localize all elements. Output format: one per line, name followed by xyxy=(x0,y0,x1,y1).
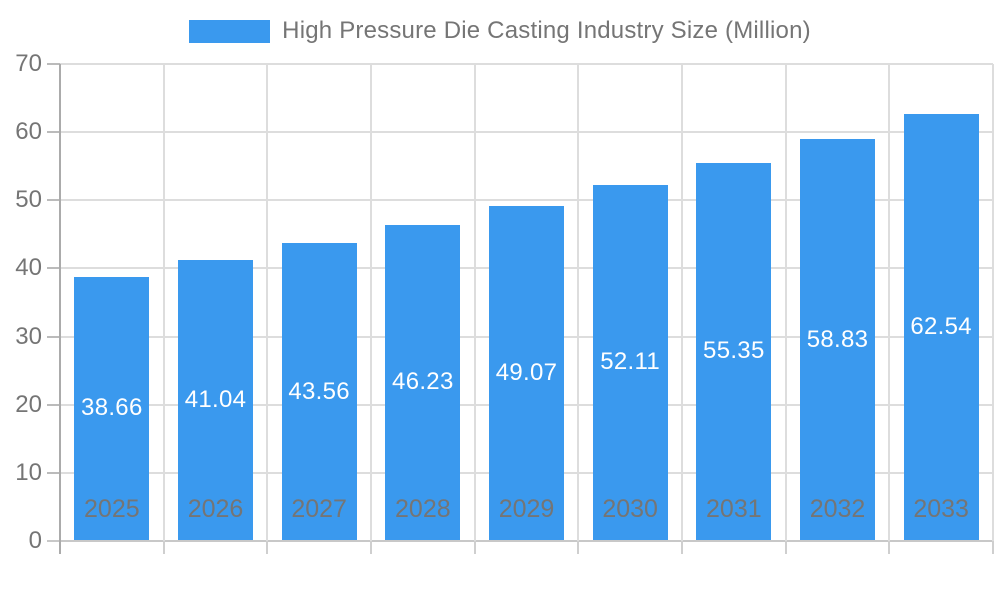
vertical-gridline xyxy=(992,64,994,541)
legend-swatch-icon xyxy=(189,19,271,43)
bar-2029[interactable]: 49.07 xyxy=(489,205,564,540)
vertical-gridline xyxy=(162,64,165,541)
y-axis-tick-label: 70 xyxy=(15,50,42,77)
y-axis-line xyxy=(59,64,61,554)
y-axis-tick xyxy=(47,335,60,338)
y-axis-tick-label: 40 xyxy=(15,254,42,282)
vertical-gridline xyxy=(266,64,269,541)
y-axis-tick xyxy=(47,403,60,406)
bar-value-label: 41.04 xyxy=(184,386,247,414)
x-axis-tick-label: 2031 xyxy=(706,495,762,523)
bar-value-label: 46.23 xyxy=(392,368,454,396)
y-axis-tick xyxy=(47,471,60,474)
x-axis-tick xyxy=(370,541,372,554)
x-axis-tick xyxy=(888,541,891,554)
bar-value-label: 62.54 xyxy=(910,312,972,340)
vertical-gridline xyxy=(577,64,580,541)
legend: High Pressure Die Casting Industry Size … xyxy=(0,17,1000,45)
x-axis-tick xyxy=(473,541,476,554)
x-axis-tick-label: 2030 xyxy=(602,495,658,523)
x-axis-tick-label: 2029 xyxy=(498,495,555,523)
bar-2033[interactable]: 62.54 xyxy=(903,113,979,540)
y-axis-tick xyxy=(47,131,60,134)
legend-label: High Pressure Die Casting Industry Size … xyxy=(282,17,811,44)
bar-value-label: 55.35 xyxy=(703,337,765,365)
y-axis-tick-label: 20 xyxy=(15,390,42,418)
plot-area: 38.66 41.04 43.56 46.23 49.07 52.11 55.35 58.83… xyxy=(47,63,994,554)
y-axis-tick-label: 0 xyxy=(28,527,42,554)
bar-value-label: 58.83 xyxy=(806,325,869,353)
x-axis-tick xyxy=(266,541,269,554)
vertical-gridline xyxy=(784,64,787,541)
horizontal-gridline xyxy=(60,131,993,134)
x-axis-line xyxy=(47,540,993,542)
x-axis-tick xyxy=(162,541,165,554)
y-axis-tick xyxy=(47,63,60,65)
x-axis-tick-label: 2025 xyxy=(84,495,140,523)
x-axis-tick-label: 2026 xyxy=(187,495,244,523)
legend-item[interactable]: High Pressure Die Casting Industry Size … xyxy=(189,17,811,45)
bar-2032[interactable]: 58.83 xyxy=(800,139,875,540)
bar-value-label: 43.56 xyxy=(288,377,350,405)
y-axis-tick-label: 30 xyxy=(15,322,42,350)
x-axis-tick xyxy=(992,541,994,554)
x-axis-tick-label: 2032 xyxy=(809,495,866,523)
vertical-gridline xyxy=(473,64,476,541)
x-axis-tick-label: 2027 xyxy=(291,495,347,523)
x-axis-tick-label: 2033 xyxy=(913,495,969,523)
y-axis-tick-label: 10 xyxy=(15,458,42,486)
bar-value-label: 38.66 xyxy=(81,394,143,422)
x-axis-tick xyxy=(577,541,580,554)
bar-2027[interactable]: 43.56 xyxy=(281,243,357,540)
bar-2026[interactable]: 41.04 xyxy=(178,260,253,540)
horizontal-gridline xyxy=(60,199,993,202)
bar-2031[interactable]: 55.35 xyxy=(696,162,772,540)
x-axis-tick xyxy=(681,541,683,554)
bar-2030[interactable]: 52.11 xyxy=(592,184,668,540)
vertical-gridline xyxy=(370,64,372,541)
x-axis-tick xyxy=(784,541,787,554)
y-axis-tick-label: 50 xyxy=(15,186,42,214)
y-axis-tick xyxy=(47,199,60,202)
horizontal-gridline xyxy=(60,63,993,65)
y-axis-tick-label: 60 xyxy=(15,118,42,146)
bar-value-label: 52.11 xyxy=(600,348,661,376)
y-axis-tick xyxy=(47,267,60,270)
vertical-gridline xyxy=(888,64,891,541)
bar-2025[interactable]: 38.66 xyxy=(74,276,150,540)
x-axis-tick-label: 2028 xyxy=(395,495,451,523)
vertical-gridline xyxy=(681,64,683,541)
bar-value-label: 49.07 xyxy=(495,358,558,386)
bar-2028[interactable]: 46.23 xyxy=(385,224,461,540)
